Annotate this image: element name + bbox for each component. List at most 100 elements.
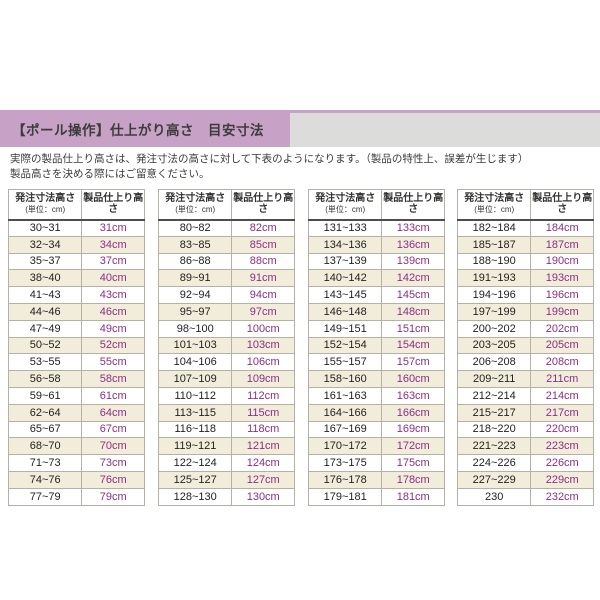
product-height-cell: 40cm (81, 269, 145, 288)
title-bar: 【ポール操作】仕上がり高さ 目安寸法 (0, 110, 600, 147)
order-range-cell: 230 (456, 487, 532, 506)
product-height-cell: 148cm (381, 302, 445, 321)
size-table-grid: 発注寸法高さ (単位：cm) 製品仕上り高さ 30~31 31cm 32~34 34c… (7, 189, 145, 506)
note-text: 実際の製品仕上り高さは、発注寸法の高さに対して下表のようになります。（製品の特性… (10, 152, 590, 181)
order-range-cell: 32~34 (7, 235, 83, 254)
product-height-cell: 73cm (81, 454, 145, 472)
table-row: 41~43 43cm (7, 286, 145, 304)
order-range-cell: 227~229 (456, 470, 532, 489)
product-height-cell: 94cm (231, 286, 295, 304)
table-body: 30~31 31cm 32~34 34cm 35~37 37cm 38~40 40cm 41~4… (7, 219, 145, 506)
order-range-cell: 92~94 (157, 286, 233, 304)
product-height-cell: 160cm (381, 370, 445, 388)
product-height-cell: 52cm (81, 336, 145, 355)
product-height-header: 製品仕上り高さ (231, 189, 295, 221)
table-row: 74~76 76cm (7, 470, 145, 489)
product-height-cell: 133cm (381, 219, 445, 237)
order-range-cell: 113~115 (157, 403, 233, 422)
order-range-cell: 101~103 (157, 336, 233, 355)
table-row: 176~178 178cm (307, 470, 445, 489)
order-range-cell: 170~172 (307, 437, 383, 456)
table-row: 110~112 112cm (157, 386, 295, 405)
order-range-cell: 80~82 (157, 219, 233, 237)
product-height-cell: 142cm (381, 269, 445, 288)
page-title: 【ポール操作】仕上がり高さ 目安寸法 (12, 122, 264, 138)
order-range-cell: 38~40 (7, 269, 83, 288)
order-range-cell: 194~196 (456, 286, 532, 304)
order-range-cell: 44~46 (7, 302, 83, 321)
product-height-cell: 202cm (530, 319, 594, 338)
order-range-header: 発注寸法高さ (単位：cm) (7, 189, 83, 221)
order-range-header-unit: (単位：cm) (175, 205, 216, 215)
table-row: 77~79 79cm (7, 487, 145, 506)
order-range-cell: 35~37 (7, 252, 83, 271)
table-row: 95~97 97cm (157, 302, 295, 321)
order-range-cell: 215~217 (456, 403, 532, 422)
product-height-cell: 169cm (381, 420, 445, 439)
order-range-cell: 209~211 (456, 370, 532, 388)
product-height-cell: 88cm (231, 252, 295, 271)
order-range-header-label: 発注寸法高さ (165, 193, 226, 205)
order-range-cell: 179~181 (307, 487, 383, 506)
product-height-cell: 136cm (381, 235, 445, 254)
table-row: 197~199 199cm (456, 302, 594, 321)
table-row: 71~73 73cm (7, 454, 145, 472)
product-height-cell: 124cm (231, 454, 295, 472)
order-range-header-label: 発注寸法高さ (464, 193, 525, 205)
order-range-cell: 68~70 (7, 437, 83, 456)
table-row: 155~157 157cm (307, 353, 445, 372)
table-row: 137~139 139cm (307, 252, 445, 271)
order-range-cell: 50~52 (7, 336, 83, 355)
product-height-cell: 109cm (231, 370, 295, 388)
product-height-cell: 196cm (530, 286, 594, 304)
product-height-cell: 229cm (530, 470, 594, 489)
order-range-cell: 191~193 (456, 269, 532, 288)
table-body: 131~133 133cm 134~136 136cm 137~139 139cm 140~… (307, 219, 445, 506)
table-row: 191~193 193cm (456, 269, 594, 288)
table-row: 167~169 169cm (307, 420, 445, 439)
order-range-cell: 86~88 (157, 252, 233, 271)
order-range-cell: 137~139 (307, 252, 383, 271)
note-line-1: 実際の製品仕上り高さは、発注寸法の高さに対して下表のようになります。（製品の特性… (10, 153, 529, 165)
product-height-cell: 100cm (231, 319, 295, 338)
table-row: 128~130 130cm (157, 487, 295, 506)
product-height-cell: 76cm (81, 470, 145, 489)
order-range-cell: 110~112 (157, 386, 233, 405)
product-height-header: 製品仕上り高さ (81, 189, 145, 221)
table-row: 188~190 190cm (456, 252, 594, 271)
order-range-cell: 74~76 (7, 470, 83, 489)
table-row: 122~124 124cm (157, 454, 295, 472)
table-row: 104~106 106cm (157, 353, 295, 372)
table-row: 185~187 187cm (456, 235, 594, 254)
size-table-4: 発注寸法高さ (単位：cm) 製品仕上り高さ 182~184 184cm 185~1… (456, 189, 594, 506)
product-height-cell: 205cm (530, 336, 594, 355)
table-row: 89~91 91cm (157, 269, 295, 288)
order-range-cell: 221~223 (456, 437, 532, 456)
table-body: 182~184 184cm 185~187 187cm 188~190 190cm 191~… (456, 219, 594, 506)
table-row: 158~160 160cm (307, 370, 445, 388)
table-row: 98~100 100cm (157, 319, 295, 338)
product-height-cell: 157cm (381, 353, 445, 372)
product-height-cell: 232cm (530, 487, 594, 506)
table-row: 131~133 133cm (307, 219, 445, 237)
product-height-cell: 34cm (81, 235, 145, 254)
table-row: 47~49 49cm (7, 319, 145, 338)
product-height-cell: 61cm (81, 386, 145, 405)
product-height-cell: 118cm (231, 420, 295, 439)
product-height-cell: 85cm (231, 235, 295, 254)
order-range-cell: 134~136 (307, 235, 383, 254)
table-row: 107~109 109cm (157, 370, 295, 388)
product-height-cell: 49cm (81, 319, 145, 338)
table-header-row: 発注寸法高さ (単位：cm) 製品仕上り高さ (157, 189, 295, 221)
order-range-cell: 203~205 (456, 336, 532, 355)
table-row: 227~229 229cm (456, 470, 594, 489)
table-header-row: 発注寸法高さ (単位：cm) 製品仕上り高さ (307, 189, 445, 221)
note-line-2: 製品高さを決める際にはご留意ください。 (10, 167, 210, 180)
product-height-cell: 64cm (81, 403, 145, 422)
order-range-cell: 116~118 (157, 420, 233, 439)
table-row: 209~211 211cm (456, 370, 594, 388)
order-range-header-unit: (単位：cm) (25, 205, 66, 215)
order-range-cell: 125~127 (157, 470, 233, 489)
order-range-cell: 128~130 (157, 487, 233, 506)
product-height-cell: 112cm (231, 386, 295, 405)
